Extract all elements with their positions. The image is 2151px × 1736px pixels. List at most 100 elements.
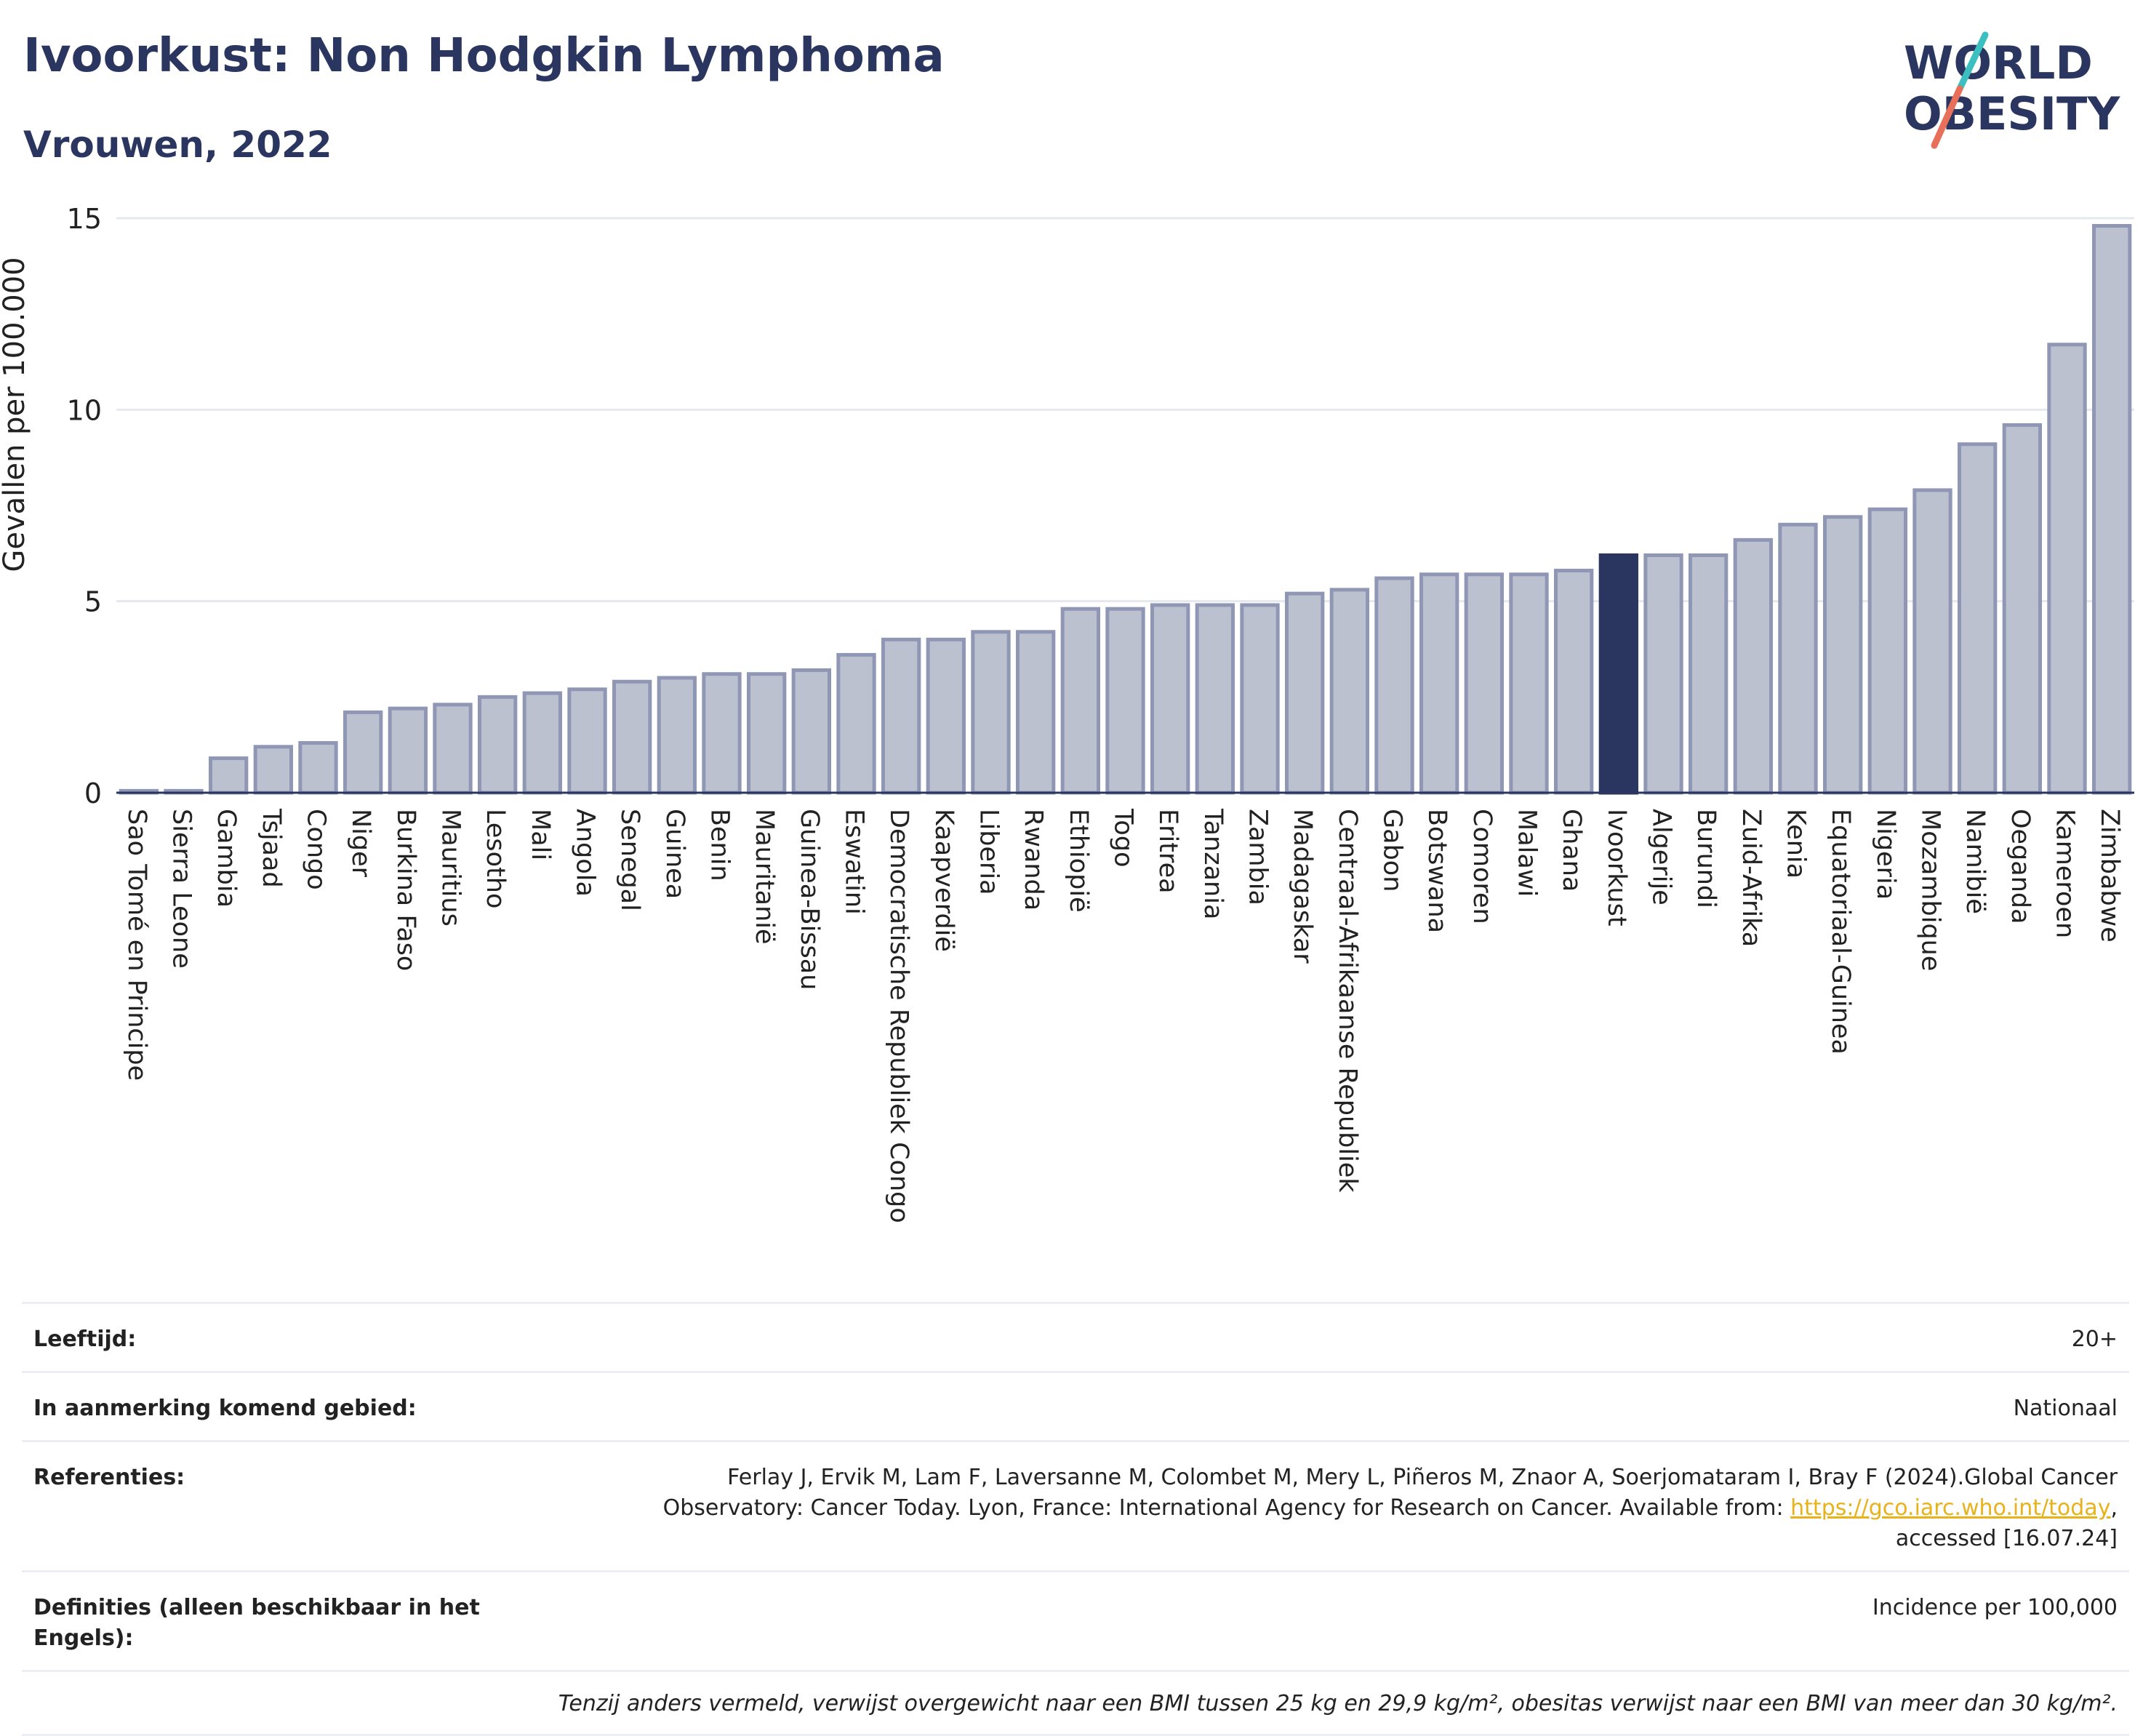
x-tick-label: Oeganda: [2006, 809, 2035, 924]
references-text: Ferlay J, Ervik M, Lam F, Laversanne M, …: [662, 1465, 2118, 1521]
bar-ivoorkust: [1598, 553, 1639, 795]
region-value: Nationaal: [2013, 1396, 2118, 1421]
x-tick-label: Centraal-Afrikaanse Republiek: [1333, 809, 1362, 1193]
bar-kameroen: [2047, 343, 2087, 795]
bar-senegal: [612, 679, 652, 795]
page-title: Ivoorkust: Non Hodgkin Lymphoma: [23, 29, 945, 83]
x-tick-label: Rwanda: [1019, 809, 1048, 911]
bar-niger: [343, 710, 383, 795]
x-tick-label: Zambia: [1243, 809, 1273, 905]
bar-chart: 0 5 10 15 Sao Tomé en Principe Sierra Leone G…: [67, 203, 2134, 1223]
x-tick-label: Ivoorkust: [1602, 809, 1631, 927]
x-tick-label: Sao Tomé en Principe: [122, 809, 151, 1081]
x-tick-label: Senegal: [615, 809, 644, 911]
bar-algerije: [1643, 553, 1683, 795]
x-tick-label: Algerije: [1647, 809, 1676, 905]
x-tick-label: Equatoriaal-Guinea: [1826, 809, 1855, 1055]
bar-tanzania: [1195, 603, 1235, 795]
bar-equatoriaal-guinea: [1823, 515, 1863, 795]
x-tick-labels: Sao Tomé en Principe Sierra Leone Gambia Ts…: [122, 808, 2124, 1223]
page-subtitle: Vrouwen, 2022: [23, 124, 332, 166]
bar-oeganda: [2002, 423, 2043, 795]
bar-benin: [702, 672, 742, 795]
bar-eswatini: [836, 652, 876, 795]
x-tick-label: Sierra Leone: [167, 809, 196, 969]
x-tick-label: Ethiopië: [1064, 809, 1093, 913]
x-tick-label: Eritrea: [1153, 809, 1182, 894]
x-tick-label: Kameroen: [2051, 809, 2080, 938]
bar-ghana: [1554, 569, 1594, 795]
references-value: Ferlay J, Ervik M, Lam F, Laversanne M, …: [590, 1463, 2118, 1554]
bar-zuid-afrika: [1733, 537, 1774, 795]
bar-nigeria: [1867, 507, 1908, 795]
x-tick-label: Congo: [302, 809, 331, 890]
x-tick-label: Ghana: [1557, 809, 1586, 892]
x-tick-label: Malawi: [1513, 809, 1542, 897]
x-tick-label: Eswatini: [840, 809, 869, 915]
bar-democratische-republiek-congo: [881, 637, 921, 795]
y-axis-label: Gevallen per 100.000: [0, 257, 31, 572]
x-tick-label: Zuid-Afrika: [1737, 809, 1766, 947]
logo-slash-teal: [1956, 31, 1989, 92]
bar-mozambique: [1912, 488, 1952, 795]
world-obesity-logo: WORLD OBESITY: [1904, 31, 2120, 149]
bar-madagaskar: [1285, 591, 1325, 795]
logo-line2: OBESITY: [1904, 87, 2120, 140]
age-label: Leeftijd:: [33, 1327, 137, 1352]
x-tick-label: Lesotho: [481, 809, 510, 908]
info-row-definitions: Definities (alleen beschikbaar in het En…: [22, 1570, 2129, 1670]
references-link[interactable]: https://gco.iarc.who.int/today: [1790, 1495, 2111, 1521]
info-row-references: Referenties: Ferlay J, Ervik M, Lam F, L…: [22, 1440, 2129, 1570]
x-tick-label: Liberia: [974, 809, 1004, 895]
bars: [119, 224, 2132, 795]
x-tick-label: Kaapverdië: [929, 809, 958, 952]
definitions-label: Definities (alleen beschikbaar in het En…: [33, 1595, 480, 1651]
logo-slash-coral: [1931, 85, 1963, 149]
x-tick-label: Guinea: [660, 809, 689, 899]
x-tick-label: Mauritanië: [750, 809, 779, 945]
y-tick-label: 5: [84, 586, 102, 618]
bar-burkina-faso: [388, 706, 428, 795]
bar-comoren: [1464, 572, 1504, 795]
bar-malawi: [1509, 572, 1549, 795]
bar-tsjaad: [253, 745, 293, 795]
x-tick-label: Nigeria: [1871, 809, 1900, 900]
x-tick-label: Angola: [571, 809, 600, 897]
references-accessed: , accessed [16.07.24]: [1895, 1495, 2118, 1551]
x-tick-label: Botswana: [1422, 809, 1451, 933]
x-tick-label: Guinea-Bissau: [795, 809, 824, 990]
x-tick-label: Gambia: [212, 809, 241, 908]
bar-burundi: [1689, 553, 1729, 795]
x-tick-label: Benin: [705, 809, 734, 881]
bar-angola: [567, 687, 607, 795]
bar-guinea: [657, 676, 697, 795]
y-tick-label: 15: [67, 203, 102, 235]
x-tick-label: Burundi: [1691, 809, 1721, 908]
bar-lesotho: [478, 695, 518, 795]
bar-congo: [298, 741, 338, 795]
x-tick-label: Tsjaad: [257, 808, 286, 888]
info-row-region: In aanmerking komend gebied: Nationaal: [22, 1371, 2129, 1440]
bar-kaapverdi-: [926, 637, 966, 795]
age-value: 20+: [2071, 1327, 2118, 1352]
bar-namibi-: [1958, 442, 1998, 795]
logo-line1: WORLD: [1904, 36, 2093, 89]
references-label: Referenties:: [33, 1465, 185, 1490]
x-tick-label: Kenia: [1782, 809, 1811, 879]
bar-centraal-afrikaanse-republiek: [1329, 588, 1369, 795]
info-row-age: Leeftijd: 20+: [22, 1302, 2129, 1371]
x-tick-label: Niger: [346, 809, 375, 878]
region-label: In aanmerking komend gebied:: [33, 1396, 417, 1421]
bar-zambia: [1240, 603, 1280, 795]
bar-mali: [522, 691, 563, 795]
y-tick-labels: 0 5 10 15: [67, 203, 102, 809]
bar-eritrea: [1150, 603, 1190, 795]
x-tick-label: Tanzania: [1198, 808, 1227, 919]
x-tick-label: Madagaskar: [1288, 809, 1317, 964]
bar-botswana: [1419, 572, 1459, 795]
info-table: Leeftijd: 20+ In aanmerking komend gebie…: [22, 1302, 2129, 1736]
bar-mauritius: [433, 703, 473, 795]
bar-guinea-bissau: [791, 668, 831, 795]
y-tick-label: 0: [84, 777, 102, 809]
y-tick-label: 10: [67, 394, 102, 426]
